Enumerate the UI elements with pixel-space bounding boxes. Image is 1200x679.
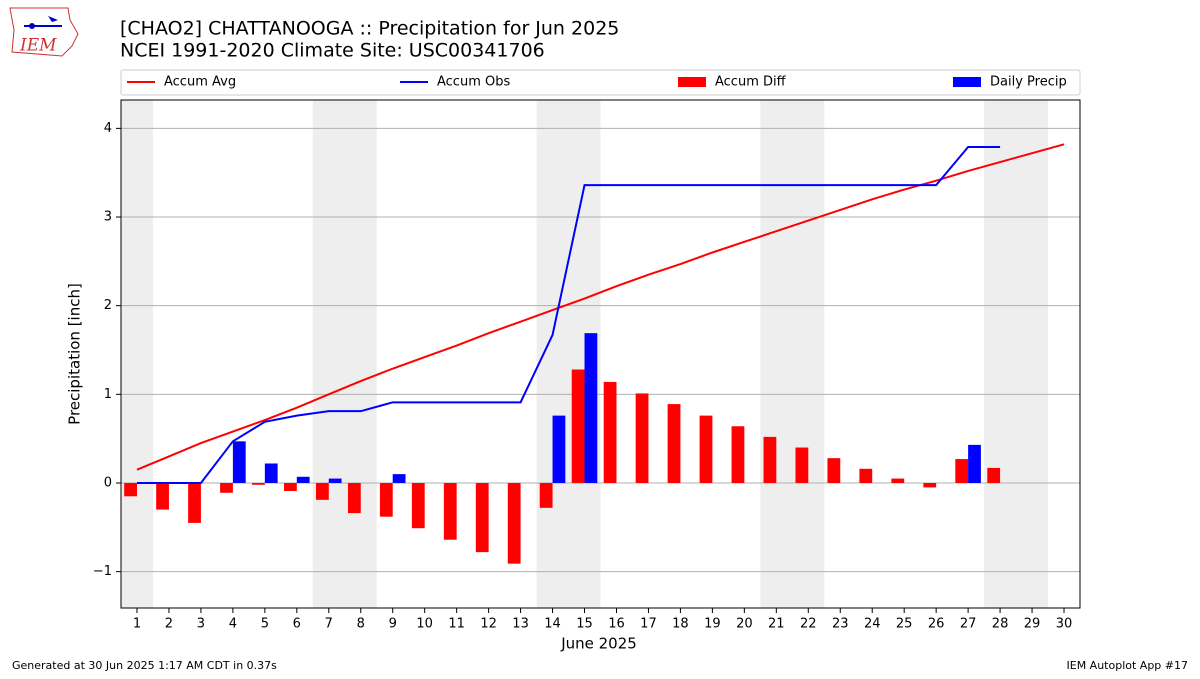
bar (571, 369, 585, 483)
x-tick-label: 7 (325, 617, 333, 632)
legend-swatch (678, 77, 706, 87)
footer-left: Generated at 30 Jun 2025 1:17 AM CDT in … (12, 659, 277, 672)
x-tick-label: 28 (992, 617, 1009, 632)
bar (667, 404, 681, 483)
bar (539, 482, 553, 508)
bar (552, 415, 566, 483)
y-tick-label: 2 (104, 298, 112, 313)
y-tick-label: 1 (104, 387, 112, 402)
bar (731, 426, 745, 483)
x-tick-label: 27 (960, 617, 977, 632)
bar (507, 482, 521, 564)
x-tick-label: 29 (1024, 617, 1041, 632)
x-tick-label: 22 (800, 617, 817, 632)
footer-right: IEM Autoplot App #17 (1067, 659, 1189, 672)
bar (392, 474, 406, 483)
y-tick-label: 3 (104, 210, 112, 225)
bar (220, 482, 233, 493)
chart-title: [CHAO2] CHATTANOOGA :: Precipitation for… (120, 18, 619, 40)
x-tick-label: 13 (512, 617, 529, 632)
bar (252, 482, 265, 485)
weekend-shade (121, 100, 153, 608)
logo: IEM (9, 7, 79, 57)
bar (699, 415, 713, 483)
x-tick-label: 24 (864, 617, 881, 632)
bar (584, 333, 598, 483)
y-tick-label: 0 (104, 475, 112, 490)
x-tick-label: 16 (608, 617, 625, 632)
x-tick-label: 6 (293, 617, 301, 632)
x-tick-label: 9 (389, 617, 397, 632)
x-tick-label: 15 (576, 617, 593, 632)
x-tick-label: 21 (768, 617, 785, 632)
y-tick-label: −1 (93, 564, 112, 579)
x-tick-label: 4 (229, 617, 237, 632)
line (136, 143, 1065, 471)
bar (264, 463, 278, 483)
bar (603, 381, 617, 483)
x-tick-label: 5 (261, 617, 269, 632)
x-tick-label: 10 (416, 617, 433, 632)
legend-swatch (953, 77, 981, 87)
bar (188, 482, 201, 523)
bar (328, 478, 342, 483)
bar (443, 482, 457, 540)
weekend-shade (312, 100, 377, 608)
chart-subtitle: NCEI 1991-2020 Climate Site: USC00341706 (120, 40, 545, 62)
bar (795, 447, 809, 483)
x-tick-label: 18 (672, 617, 689, 632)
weekend-shade (984, 100, 1049, 608)
y-tick-label: 4 (104, 121, 112, 136)
bar (987, 467, 1001, 483)
weekend-shade (760, 100, 825, 608)
x-tick-label: 17 (640, 617, 657, 632)
legend-label: Accum Diff (715, 75, 787, 90)
x-tick-label: 26 (928, 617, 945, 632)
bar (347, 482, 361, 514)
x-tick-label: 2 (165, 617, 173, 632)
bar (156, 482, 169, 510)
bar (955, 459, 969, 483)
x-tick-label: 20 (736, 617, 753, 632)
legend-label: Daily Precip (990, 75, 1067, 90)
bar (124, 482, 137, 497)
bar (379, 482, 393, 517)
bar (635, 393, 649, 483)
x-tick-label: 11 (448, 617, 465, 632)
bar (891, 478, 905, 483)
x-tick-label: 8 (357, 617, 365, 632)
bar (827, 458, 841, 483)
y-axis-label: Precipitation [inch] (66, 283, 84, 425)
bar (763, 436, 777, 483)
line (136, 145, 1001, 484)
logo-text: IEM (19, 36, 57, 56)
bar (284, 482, 297, 491)
x-tick-label: 23 (832, 617, 849, 632)
x-tick-label: 25 (896, 617, 913, 632)
bar (315, 482, 329, 500)
bar (923, 482, 937, 488)
bar (232, 441, 246, 483)
x-tick-label: 3 (197, 617, 205, 632)
bar (475, 482, 489, 553)
legend-label: Accum Avg (164, 75, 236, 90)
x-tick-label: 1 (133, 617, 141, 632)
x-tick-label: 14 (544, 617, 561, 632)
x-tick-label: 30 (1056, 617, 1073, 632)
x-axis-label: June 2025 (560, 635, 637, 653)
bar (968, 444, 981, 483)
plot-frame (120, 99, 1081, 609)
legend-label: Accum Obs (437, 75, 510, 90)
x-tick-label: 19 (704, 617, 721, 632)
bar (411, 482, 425, 529)
x-tick-label: 12 (480, 617, 497, 632)
bar (859, 468, 873, 483)
legend-box (120, 69, 1081, 96)
bar (296, 476, 310, 483)
